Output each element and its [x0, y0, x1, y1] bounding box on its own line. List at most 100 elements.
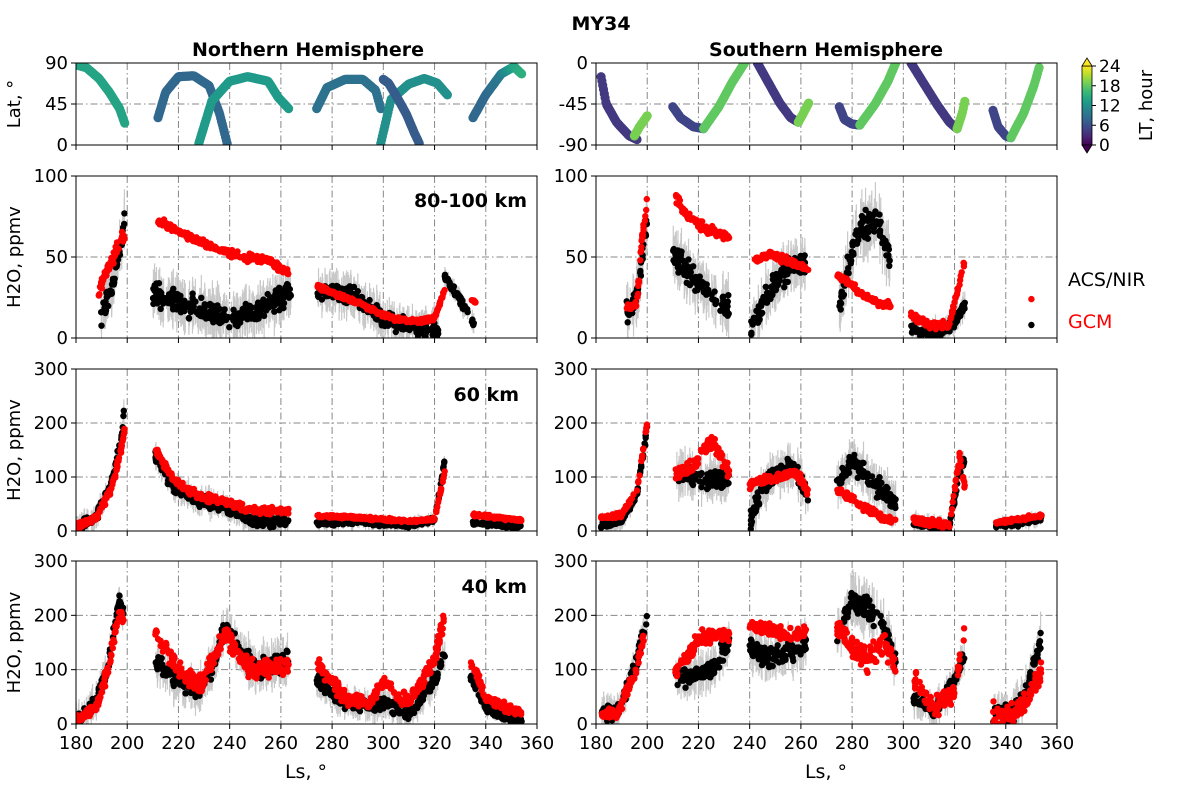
grid-lines: [596, 63, 1057, 145]
data-point: [280, 305, 286, 311]
data-point: [98, 309, 104, 315]
data-point: [784, 271, 790, 277]
data-point: [954, 291, 960, 297]
grid-lines: [596, 176, 1057, 338]
data-point: [469, 297, 475, 303]
data-point: [96, 292, 102, 298]
figure: MY34 Northern Hemisphere Southern Hemisp…: [0, 0, 1200, 800]
data-point: [286, 295, 292, 301]
data-point: [400, 325, 406, 331]
data-point: [219, 248, 225, 254]
data-point: [198, 295, 204, 301]
data-point: [939, 325, 945, 331]
data-point: [637, 257, 643, 263]
data-point: [670, 247, 676, 253]
lat-point: [643, 111, 652, 120]
data-point: [835, 271, 841, 277]
data-point: [263, 303, 269, 309]
data-point: [102, 269, 108, 275]
data-point: [121, 210, 127, 216]
data-point: [713, 300, 719, 306]
data-point: [871, 228, 877, 234]
points: [74, 399, 525, 540]
y-tick-label: 0: [577, 328, 588, 349]
data-point: [796, 264, 802, 270]
data-point: [908, 309, 914, 315]
data-point: [237, 316, 243, 322]
y-tick-label: -90: [559, 135, 588, 156]
data-point: [876, 221, 882, 227]
data-point: [264, 255, 270, 261]
data-point: [933, 334, 939, 340]
data-point: [756, 316, 762, 322]
data-point: [226, 324, 232, 330]
panel-sh-80-100: 050100: [554, 166, 1057, 359]
data-point: [837, 299, 843, 305]
data-point: [421, 316, 427, 322]
y-tick-label: 45: [45, 94, 68, 115]
data-point: [676, 258, 682, 264]
x-axis-label-right: Ls, °: [805, 761, 847, 783]
data-point: [722, 231, 728, 237]
legend-gcm: GCM: [1068, 311, 1112, 333]
data-point: [924, 318, 930, 324]
data-point: [257, 302, 263, 308]
data-point: [848, 260, 854, 266]
y-axis-label: H2O, ppmv: [4, 206, 25, 308]
data-point: [157, 288, 163, 294]
data-point: [165, 226, 171, 232]
data-point: [452, 292, 458, 298]
data-point: [633, 299, 639, 305]
data-point: [100, 300, 106, 306]
data-point: [877, 229, 883, 235]
points: [624, 182, 1035, 359]
lat-point: [284, 104, 293, 113]
data-point: [748, 331, 754, 337]
data-point: [182, 232, 188, 238]
y-tick-label: 50: [45, 247, 68, 268]
data-point: [112, 244, 118, 250]
lat-point: [1035, 63, 1044, 72]
data-point: [868, 217, 874, 223]
data-point: [99, 285, 105, 291]
data-point: [756, 257, 762, 263]
data-point: [697, 218, 703, 224]
data-point: [949, 310, 955, 316]
data-point: [959, 302, 965, 308]
data-point: [118, 237, 124, 243]
panel-sh-lat: -90-450: [559, 53, 1057, 156]
data-point: [725, 313, 731, 319]
data-point: [706, 291, 712, 297]
data-point: [372, 308, 378, 314]
data-point: [878, 300, 884, 306]
data-point: [271, 309, 277, 315]
lat-point: [960, 97, 969, 106]
data-point: [171, 226, 177, 232]
legend-acs-nir: ACS/NIR: [1068, 269, 1145, 291]
data-point: [850, 239, 856, 245]
lat-point: [804, 99, 813, 108]
data-point: [636, 280, 642, 286]
data-point: [958, 273, 964, 279]
data-point: [676, 264, 682, 270]
data-point: [189, 305, 195, 311]
data-point: [683, 263, 689, 269]
data-point: [431, 315, 437, 321]
y-tick-label: 100: [554, 166, 588, 187]
lat-point: [223, 139, 232, 148]
plot-panels: 04590Lat, °-90-450050100H2O, ppmv80-100 …: [4, 53, 1074, 754]
y-tick-label: -45: [559, 94, 588, 115]
data-point: [698, 280, 704, 286]
data-point: [220, 311, 226, 317]
data-point: [439, 294, 445, 300]
data-point: [463, 305, 469, 311]
data-point: [249, 304, 255, 310]
panel-nh-80-100: 050100H2O, ppmv80-100 km: [4, 166, 537, 357]
data-point: [759, 300, 765, 306]
data-point: [761, 252, 767, 258]
data-point: [109, 260, 115, 266]
data-point: [150, 301, 156, 307]
data-point: [853, 287, 859, 293]
data-point: [206, 242, 212, 248]
data-point: [673, 200, 679, 206]
